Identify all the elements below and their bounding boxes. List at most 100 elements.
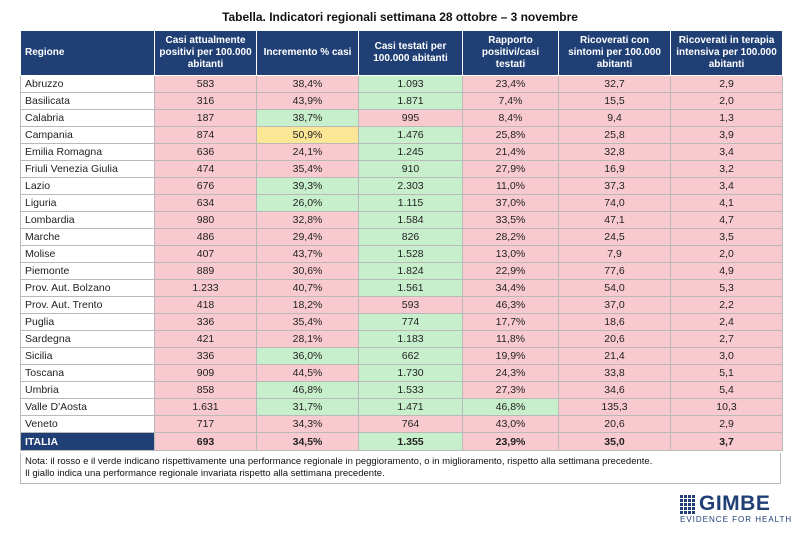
column-header: Casi attualmente positivi per 100.000 ab…	[154, 30, 257, 76]
region-cell: Sardegna	[20, 330, 155, 348]
value-cell: 717	[154, 415, 257, 433]
value-cell: 43,7%	[256, 245, 359, 263]
value-cell: 20,6	[558, 330, 671, 348]
region-cell: Valle D'Aosta	[20, 398, 155, 416]
value-cell: 37,0	[558, 296, 671, 314]
value-cell: 636	[154, 143, 257, 161]
value-cell: 910	[358, 160, 463, 178]
value-cell: 15,5	[558, 92, 671, 110]
value-cell: 889	[154, 262, 257, 280]
value-cell: 29,4%	[256, 228, 359, 246]
value-cell: 18,2%	[256, 296, 359, 314]
value-cell: 2,0	[670, 92, 783, 110]
value-cell: 858	[154, 381, 257, 399]
region-cell: Sicilia	[20, 347, 155, 365]
value-cell: 43,9%	[256, 92, 359, 110]
value-cell: 74,0	[558, 194, 671, 212]
value-cell: 826	[358, 228, 463, 246]
value-cell: 16,9	[558, 160, 671, 178]
table-row: Friuli Venezia Giulia 474 35,4% 910 27,9% 16,…	[20, 160, 783, 178]
region-cell: Friuli Venezia Giulia	[20, 160, 155, 178]
value-cell: 3,5	[670, 228, 783, 246]
value-cell: 593	[358, 296, 463, 314]
value-cell: 23,9%	[462, 432, 559, 451]
value-cell: 336	[154, 347, 257, 365]
value-cell: 3,2	[670, 160, 783, 178]
value-cell: 54,0	[558, 279, 671, 297]
value-cell: 25,8	[558, 126, 671, 144]
table-row: Toscana 909 44,5% 1.730 24,3% 33,8 5,1	[20, 364, 783, 382]
region-cell: Campania	[20, 126, 155, 144]
region-cell: ITALIA	[20, 432, 155, 451]
value-cell: 17,7%	[462, 313, 559, 331]
value-cell: 1.631	[154, 398, 257, 416]
value-cell: 38,7%	[256, 109, 359, 127]
value-cell: 13,0%	[462, 245, 559, 263]
value-cell: 50,9%	[256, 126, 359, 144]
value-cell: 77,6	[558, 262, 671, 280]
table-row: Lazio 676 39,3% 2.303 11,0% 37,3 3,4	[20, 177, 783, 195]
value-cell: 40,7%	[256, 279, 359, 297]
value-cell: 3,0	[670, 347, 783, 365]
column-header: Regione	[20, 30, 155, 76]
grid-logo-icon	[680, 495, 696, 514]
value-cell: 5,4	[670, 381, 783, 399]
region-cell: Piemonte	[20, 262, 155, 280]
region-cell: Marche	[20, 228, 155, 246]
value-cell: 693	[154, 432, 257, 451]
table-row: Marche 486 29,4% 826 28,2% 24,5 3,5	[20, 228, 783, 246]
value-cell: 634	[154, 194, 257, 212]
value-cell: 11,8%	[462, 330, 559, 348]
region-cell: Basilicata	[20, 92, 155, 110]
header-row: Regione Casi attualmente positivi per 10…	[20, 30, 783, 76]
footnote: Nota: il rosso e il verde indicano rispe…	[20, 453, 781, 484]
value-cell: 5,3	[670, 279, 783, 297]
region-cell: Liguria	[20, 194, 155, 212]
value-cell: 43,0%	[462, 415, 559, 433]
value-cell: 135,3	[558, 398, 671, 416]
value-cell: 909	[154, 364, 257, 382]
logo-tagline: EVIDENCE FOR HEALTH	[680, 515, 793, 524]
value-cell: 3,4	[670, 143, 783, 161]
value-cell: 995	[358, 109, 463, 127]
total-row: ITALIA 693 34,5% 1.355 23,9% 35,0 3,7	[20, 432, 783, 451]
value-cell: 2,7	[670, 330, 783, 348]
value-cell: 22,9%	[462, 262, 559, 280]
value-cell: 1.183	[358, 330, 463, 348]
value-cell: 19,9%	[462, 347, 559, 365]
table-row: Sardegna 421 28,1% 1.183 11,8% 20,6 2,7	[20, 330, 783, 348]
value-cell: 4,1	[670, 194, 783, 212]
value-cell: 11,0%	[462, 177, 559, 195]
value-cell: 26,0%	[256, 194, 359, 212]
logo-name: GIMBE	[699, 492, 771, 515]
value-cell: 1.528	[358, 245, 463, 263]
value-cell: 5,1	[670, 364, 783, 382]
value-cell: 4,7	[670, 211, 783, 229]
value-cell: 1.584	[358, 211, 463, 229]
table-row: Basilicata 316 43,9% 1.871 7,4% 15,5 2,0	[20, 92, 783, 110]
value-cell: 28,1%	[256, 330, 359, 348]
value-cell: 774	[358, 313, 463, 331]
value-cell: 1.561	[358, 279, 463, 297]
value-cell: 24,3%	[462, 364, 559, 382]
value-cell: 46,8%	[256, 381, 359, 399]
regional-indicators-table: Regione Casi attualmente positivi per 10…	[20, 30, 783, 451]
region-cell: Calabria	[20, 109, 155, 127]
value-cell: 1.245	[358, 143, 463, 161]
value-cell: 3,4	[670, 177, 783, 195]
value-cell: 46,8%	[462, 398, 559, 416]
value-cell: 418	[154, 296, 257, 314]
value-cell: 32,7	[558, 75, 671, 93]
value-cell: 1.355	[358, 432, 463, 451]
value-cell: 764	[358, 415, 463, 433]
value-cell: 1,3	[670, 109, 783, 127]
value-cell: 46,3%	[462, 296, 559, 314]
value-cell: 34,3%	[256, 415, 359, 433]
region-cell: Abruzzo	[20, 75, 155, 93]
value-cell: 2,9	[670, 75, 783, 93]
value-cell: 474	[154, 160, 257, 178]
value-cell: 407	[154, 245, 257, 263]
column-header: Incremento % casi	[256, 30, 359, 76]
value-cell: 421	[154, 330, 257, 348]
region-cell: Emilia Romagna	[20, 143, 155, 161]
